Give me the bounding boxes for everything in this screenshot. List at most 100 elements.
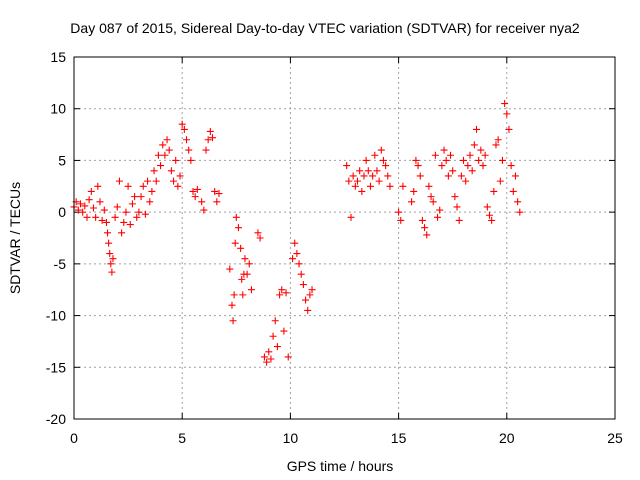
data-point <box>364 167 372 175</box>
data-point <box>414 162 422 170</box>
data-point <box>178 120 186 128</box>
data-point <box>369 172 377 180</box>
data-point <box>431 151 439 159</box>
data-point <box>87 187 95 195</box>
data-point <box>243 270 251 278</box>
data-points <box>70 100 524 366</box>
data-point <box>297 270 305 278</box>
data-point <box>92 213 100 221</box>
data-point <box>157 162 165 170</box>
data-point <box>498 156 506 164</box>
data-point <box>416 172 424 180</box>
grid-lines <box>74 57 615 419</box>
data-point <box>141 210 149 218</box>
data-point <box>146 198 154 206</box>
data-point <box>256 234 264 242</box>
y-tick-label: 0 <box>58 204 66 220</box>
data-point <box>148 187 156 195</box>
data-point <box>118 229 126 237</box>
x-axis-label: GPS time / hours <box>287 458 394 474</box>
data-point <box>172 156 180 164</box>
data-point <box>167 167 175 175</box>
data-point <box>128 200 136 208</box>
x-tick-label: 25 <box>607 430 623 446</box>
data-point <box>238 275 246 283</box>
data-point <box>451 193 459 201</box>
data-point <box>514 198 522 206</box>
data-point <box>295 260 303 268</box>
data-point <box>423 231 431 239</box>
data-point <box>81 202 89 210</box>
data-point <box>208 134 216 142</box>
data-point <box>161 151 169 159</box>
data-point <box>395 208 403 216</box>
data-point <box>237 244 245 252</box>
data-point <box>358 187 366 195</box>
data-point <box>271 317 279 325</box>
data-point <box>135 208 143 216</box>
data-point <box>468 167 476 175</box>
data-point <box>122 208 130 216</box>
data-point <box>373 167 381 175</box>
data-point <box>133 213 141 221</box>
data-point <box>442 156 450 164</box>
data-point <box>371 151 379 159</box>
data-point <box>126 221 134 229</box>
data-point <box>83 213 91 221</box>
data-point <box>170 177 178 185</box>
data-point <box>269 332 277 340</box>
y-tick-label: 15 <box>50 49 66 65</box>
data-point <box>438 162 446 170</box>
data-point <box>200 206 208 214</box>
data-point <box>239 291 247 299</box>
data-point <box>98 216 106 224</box>
data-point <box>511 172 519 180</box>
data-point <box>104 229 112 237</box>
data-point <box>460 156 468 164</box>
data-point <box>481 151 489 159</box>
data-point <box>115 177 123 185</box>
data-point <box>100 206 108 214</box>
data-point <box>492 141 500 149</box>
data-point <box>479 162 487 170</box>
data-point <box>187 156 195 164</box>
data-point <box>421 224 429 232</box>
data-point <box>306 291 314 299</box>
data-point <box>473 125 481 133</box>
data-point <box>453 203 461 211</box>
y-tick-label: 10 <box>50 101 66 117</box>
data-point <box>231 239 239 247</box>
x-tick-label: 15 <box>391 430 407 446</box>
data-point <box>343 162 351 170</box>
y-tick-label: -20 <box>46 411 66 427</box>
data-point <box>384 172 392 180</box>
data-point <box>436 206 444 214</box>
data-point <box>347 213 355 221</box>
data-point <box>163 136 171 144</box>
data-point <box>229 317 237 325</box>
x-tick-label: 20 <box>499 430 515 446</box>
data-point <box>226 265 234 273</box>
y-tick-label: 5 <box>58 152 66 168</box>
data-point <box>198 198 206 206</box>
data-point <box>507 162 515 170</box>
data-point <box>386 182 394 190</box>
data-point <box>106 250 114 258</box>
data-point <box>470 141 478 149</box>
data-point <box>377 146 385 154</box>
data-point <box>79 208 87 216</box>
data-point <box>457 172 465 180</box>
data-point <box>193 185 201 193</box>
data-point <box>191 193 199 201</box>
data-point <box>247 286 255 294</box>
data-point <box>408 198 416 206</box>
data-point <box>505 125 513 133</box>
data-point <box>263 358 271 366</box>
data-point <box>94 182 102 190</box>
data-point <box>276 291 284 299</box>
data-point <box>176 172 184 180</box>
data-point <box>425 182 433 190</box>
data-point <box>455 216 463 224</box>
data-point <box>267 355 275 363</box>
data-point <box>282 289 290 297</box>
